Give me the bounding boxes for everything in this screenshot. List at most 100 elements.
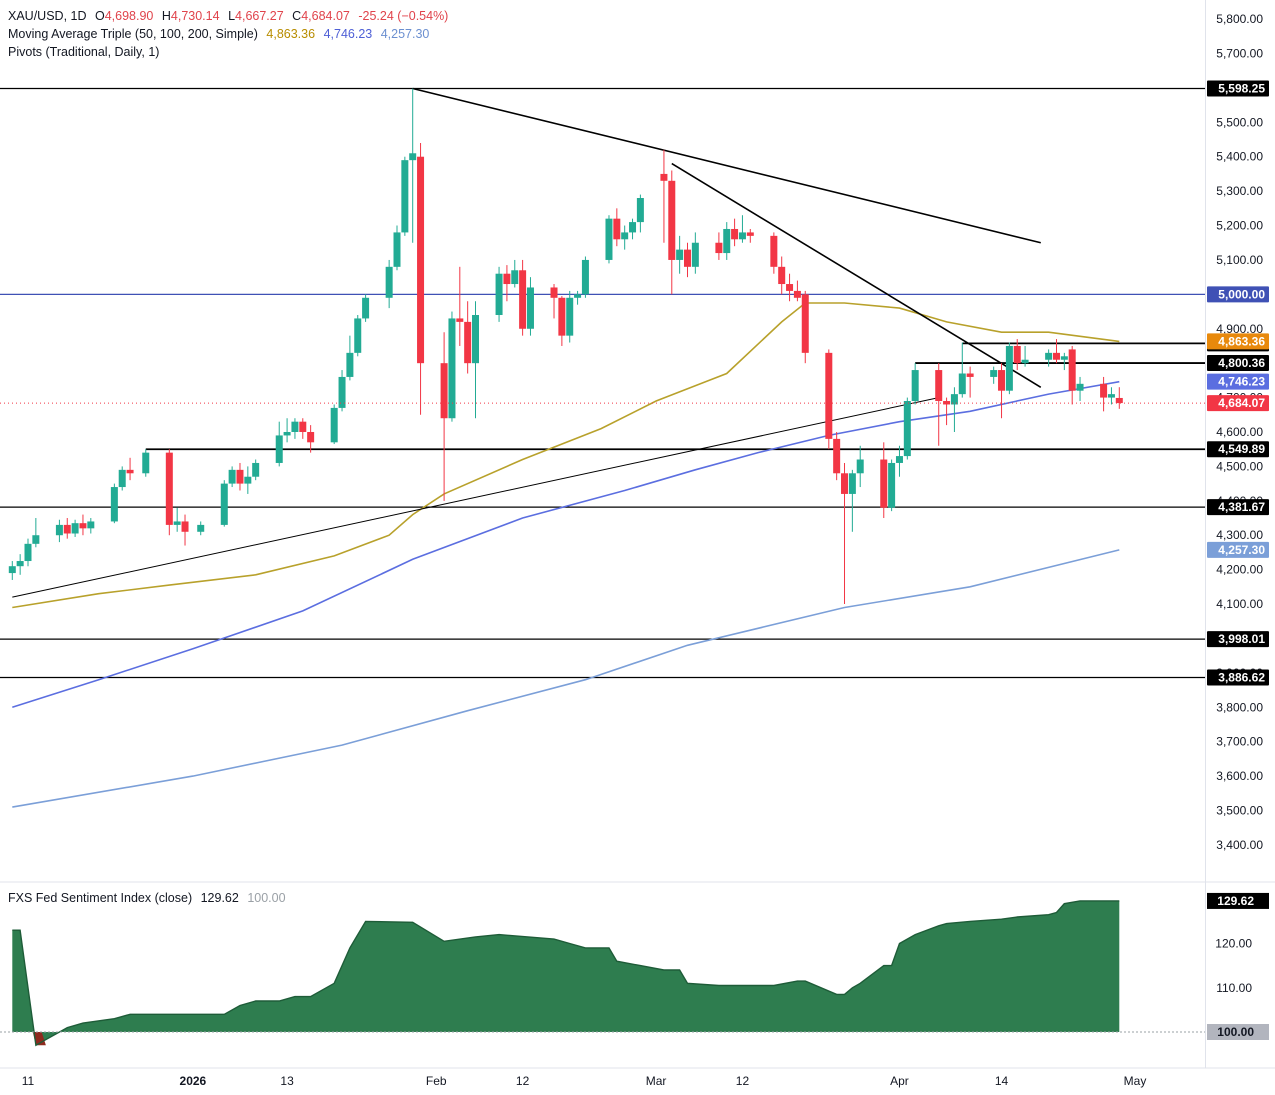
candle-body — [1107, 394, 1115, 398]
candle-body — [32, 535, 40, 544]
value-badge-ma100-bg — [1207, 373, 1269, 390]
change-value: -25.24 (−0.54%) — [358, 9, 449, 23]
candle-body — [880, 459, 888, 508]
candle-body — [833, 438, 841, 474]
y-tick-label: 4,100.00 — [1216, 597, 1263, 611]
candle-body — [55, 524, 63, 536]
x-tick-label: Mar — [646, 1074, 667, 1088]
candle-body — [1045, 352, 1053, 360]
candle-body — [118, 469, 126, 488]
price-pane[interactable] — [0, 87, 1205, 808]
ma200-value: 4,257.30 — [380, 27, 430, 41]
candle-body — [126, 469, 134, 474]
indicator-y-tick-label: 110.00 — [1216, 981, 1252, 995]
x-tick-label: 13 — [280, 1074, 294, 1088]
candle-body — [895, 456, 903, 463]
y-tick-label: 3,700.00 — [1216, 735, 1263, 749]
ohlc-low: L4,667.27 — [228, 9, 284, 23]
candle-body — [71, 523, 79, 534]
candle-body — [448, 318, 456, 419]
candle-body — [220, 483, 228, 525]
candle-body — [1005, 345, 1013, 391]
level-badge: 4,549.89 — [1218, 442, 1265, 456]
sentiment-area — [12, 900, 1120, 1046]
candle-body — [330, 407, 338, 443]
candle-body — [574, 294, 582, 298]
candle-body — [291, 421, 299, 432]
index-legend: FXS Fed Sentiment Index (close) 129.62 1… — [8, 891, 291, 905]
candle-body — [958, 373, 966, 395]
y-tick-label: 4,900.00 — [1216, 322, 1263, 336]
indicator-pane[interactable] — [0, 900, 1205, 1047]
candle-body — [1021, 359, 1029, 364]
pivots-legend: Pivots (Traditional, Daily, 1) — [8, 45, 164, 59]
baseline-badge-bg — [1207, 1024, 1269, 1040]
price-legend: XAU/USD, 1D O4,698.90 H4,730.14 L4,667.2… — [8, 9, 453, 23]
x-tick-label: 12 — [736, 1074, 750, 1088]
candle-body — [950, 394, 958, 405]
x-tick-label: 14 — [995, 1074, 1009, 1088]
baseline-badge: 100.00 — [1217, 1025, 1254, 1039]
ma-title: Moving Average Triple (50, 100, 200, Sim… — [8, 27, 258, 41]
candle-body — [668, 180, 676, 260]
y-tick-label: 3,400.00 — [1216, 838, 1263, 852]
candle-body — [24, 543, 32, 562]
candle-body — [252, 462, 260, 477]
ma100-value: 4,746.23 — [323, 27, 373, 41]
candle-body — [346, 352, 354, 377]
ohlc-close: C4,684.07 — [292, 9, 350, 23]
candle-body — [440, 363, 448, 419]
level-badge-bg — [1207, 669, 1269, 686]
y-tick-label: 4,200.00 — [1216, 563, 1263, 577]
candle-body — [566, 297, 574, 336]
y-tick-label: 5,800.00 — [1216, 12, 1263, 26]
x-tick-label: 12 — [516, 1074, 530, 1088]
candle-body — [613, 218, 621, 240]
candle-body — [786, 284, 794, 291]
candle-body — [275, 435, 283, 463]
level-badge: 4,800.36 — [1218, 356, 1265, 370]
value-badge-ma200-bg — [1207, 541, 1269, 558]
level-badge-bg — [1207, 441, 1269, 458]
y-tick-label: 3,500.00 — [1216, 804, 1263, 818]
y-tick-label: 5,700.00 — [1216, 46, 1263, 60]
candle-body — [998, 370, 1006, 391]
y-tick-label: 4,600.00 — [1216, 425, 1263, 439]
candle-body — [715, 242, 723, 254]
candle-body — [1076, 383, 1084, 391]
candle-body — [228, 469, 236, 484]
trendline — [412, 87, 1041, 244]
candle-body — [636, 198, 644, 223]
value-badge-last: 4,684.07 — [1218, 396, 1265, 410]
candle-body — [503, 273, 511, 285]
candle-body — [409, 153, 417, 161]
level-badge: 5,598.25 — [1218, 82, 1265, 96]
candle-body — [676, 249, 684, 260]
candle-body — [935, 370, 943, 402]
candle-body — [990, 370, 998, 377]
candle-body — [888, 462, 896, 508]
x-tick-label: Apr — [890, 1074, 909, 1088]
indicator-y-tick-label: 120.00 — [1215, 937, 1252, 951]
candle-body — [283, 431, 291, 436]
candle-body — [142, 452, 150, 474]
level-badge-bg — [1207, 80, 1269, 97]
x-tick-label: May — [1124, 1074, 1147, 1088]
pivots-title: Pivots (Traditional, Daily, 1) — [8, 45, 160, 59]
candle-body — [746, 232, 754, 236]
sentiment-line — [12, 900, 1120, 1047]
candle-body — [165, 452, 173, 525]
candle-body — [801, 294, 809, 353]
value-badge-ma100: 4,746.23 — [1218, 375, 1265, 389]
candle-body — [1052, 352, 1060, 360]
candle-body — [793, 290, 801, 298]
candle-body — [236, 469, 244, 484]
level-badge-bg — [1207, 355, 1269, 372]
candle-body — [911, 370, 919, 402]
ohlc-open: O4,698.90 — [94, 9, 154, 23]
y-tick-label: 5,200.00 — [1216, 219, 1263, 233]
candle-body — [550, 287, 558, 298]
candle-body — [244, 476, 252, 484]
candle-body — [621, 232, 629, 240]
